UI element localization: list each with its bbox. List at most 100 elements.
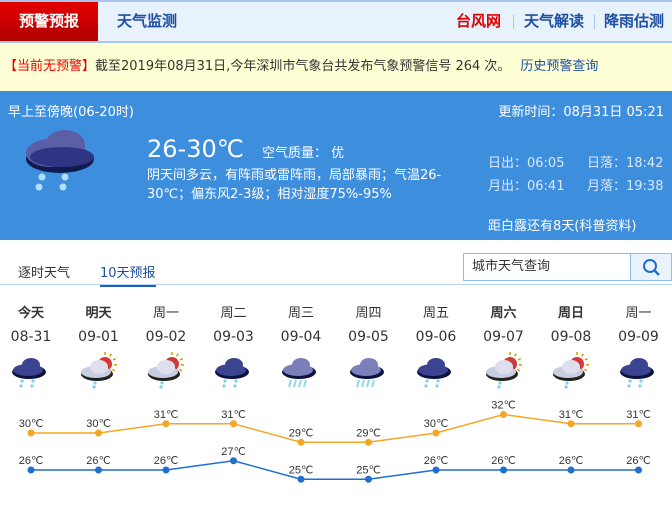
divider xyxy=(594,15,595,29)
high-temp-point xyxy=(162,420,170,428)
forecast-day: 周二 xyxy=(220,306,247,321)
sunset: 日落：18:42 xyxy=(587,156,664,171)
high-temp-point xyxy=(500,411,507,418)
low-temp-label: 26℃ xyxy=(491,455,516,467)
high-temp-label: 31℃ xyxy=(626,409,651,421)
forecast-date: 09-03 xyxy=(213,329,254,345)
high-temp-label: 29℃ xyxy=(289,427,314,439)
high-temp-label: 30℃ xyxy=(19,418,44,430)
low-temp-label: 26℃ xyxy=(86,455,111,467)
high-temp-point xyxy=(365,438,372,446)
low-temp-point xyxy=(297,475,305,483)
forecast-day: 周三 xyxy=(287,306,314,321)
low-temp-label: 27℃ xyxy=(221,446,246,458)
moonset: 月落：19:38 xyxy=(587,179,664,194)
high-temp-point xyxy=(27,429,35,437)
divider xyxy=(513,15,514,29)
low-temp-point xyxy=(432,466,440,474)
low-temp-point xyxy=(365,475,372,483)
weather-description: 阴天间多云，有阵雨或雷阵雨，局部暴雨；气温26-30℃；偏东风2-3级；相对湿度… xyxy=(147,168,442,202)
sun-cloud-rain-icon xyxy=(133,352,200,392)
low-temp-label: 25℃ xyxy=(356,464,381,476)
low-temp-label: 26℃ xyxy=(626,455,651,467)
forecast-date: 09-06 xyxy=(415,329,457,345)
tab-bar: 逐时天气 10天预报 xyxy=(0,240,672,287)
forecast-date: 09-02 xyxy=(145,329,187,345)
nav-weather-monitor[interactable]: 天气监测 xyxy=(117,12,178,30)
cloud-rain-icon xyxy=(200,352,267,392)
low-temp-label: 26℃ xyxy=(424,455,449,467)
cloud-rain-icon xyxy=(26,130,94,191)
high-temp-label: 30℃ xyxy=(424,418,449,430)
moonrise: 月出：06:41 xyxy=(488,179,565,194)
forecast-day: 今天 xyxy=(17,306,44,321)
search-button[interactable] xyxy=(631,253,672,281)
forecast-date: 08-31 xyxy=(10,329,52,345)
warning-text: 截至2019年08月31日,今年深圳市气象台共发布气象预警信号 264 次。 xyxy=(95,59,511,74)
high-temp-point xyxy=(432,429,440,437)
forecast-day: 周六 xyxy=(490,306,517,321)
low-temp-line xyxy=(31,459,639,480)
today-panel: 早上至傍晚(06-20时) 更新时间：08月31日 05:21 26-30℃ 空… xyxy=(0,91,672,240)
forecast-date: 09-01 xyxy=(78,329,119,345)
update-time: 更新时间：08月31日 05:21 xyxy=(498,105,664,120)
low-temp-point xyxy=(162,466,170,474)
high-temp-label: 31℃ xyxy=(154,409,179,421)
high-temp-label: 32℃ xyxy=(491,400,516,412)
low-temp-label: 26℃ xyxy=(559,455,584,467)
heavy-rain-icon xyxy=(268,352,335,392)
heavy-rain-icon xyxy=(335,352,402,392)
forecast-day: 周四 xyxy=(355,306,382,321)
high-temp-line xyxy=(31,413,639,443)
solar-term-link[interactable]: 距白露还有8天(科普资料) xyxy=(488,219,637,234)
forecast-day: 周五 xyxy=(422,306,449,321)
tab-10day[interactable]: 10天预报 xyxy=(100,262,156,287)
forecast-date: 09-08 xyxy=(550,329,592,345)
top-nav: 预警预报 天气监测 台风网 天气解读 降雨估测 xyxy=(0,0,672,43)
low-temp-label: 26℃ xyxy=(154,455,179,467)
forecast-date: 09-04 xyxy=(280,329,322,345)
low-temp-label: 25℃ xyxy=(289,464,314,476)
low-temp-point xyxy=(500,466,507,474)
warning-status: 【当前无预警】 xyxy=(4,59,96,74)
high-temp-label: 31℃ xyxy=(559,409,584,421)
low-temp-point xyxy=(635,466,642,474)
high-temp-point xyxy=(230,420,237,428)
forecast-day: 明天 xyxy=(85,306,112,321)
nav-weather-interpret[interactable]: 天气解读 xyxy=(524,12,585,30)
high-temp-label: 31℃ xyxy=(221,409,246,421)
temperature-chart: 30℃ 30℃ 31℃ 31℃ 29℃ 29℃ 30℃ 32℃ 31℃ 31℃ 26℃ 26℃ 26℃ 2… xyxy=(19,400,651,483)
nav-typhoon[interactable]: 台风网 xyxy=(456,12,502,30)
low-temp-label: 26℃ xyxy=(19,455,44,467)
high-temp-point xyxy=(297,438,305,446)
warning-bar: 【当前无预警】截至2019年08月31日,今年深圳市气象台共发布气象预警信号 2… xyxy=(0,43,672,91)
nav-warning-forecast[interactable]: 预警预报 xyxy=(0,2,98,41)
history-warning-link[interactable]: 历史预警查询 xyxy=(520,59,599,74)
low-temp-point xyxy=(95,466,102,474)
high-temp-label: 30℃ xyxy=(86,418,111,430)
high-temp-label: 29℃ xyxy=(356,427,381,439)
tab-hourly[interactable]: 逐时天气 xyxy=(18,266,71,281)
cloud-rain-icon xyxy=(403,352,470,392)
forecast-date: 09-07 xyxy=(483,329,524,345)
cloud-rain-icon xyxy=(0,352,65,392)
cloud-rain-icon xyxy=(605,352,672,392)
sunrise: 日出：06:05 xyxy=(488,156,565,171)
nav-rain-estimate[interactable]: 降雨估测 xyxy=(604,12,665,30)
high-temp-point xyxy=(635,420,642,428)
sun-cloud-rain-icon xyxy=(65,352,132,392)
forecast-day: 周日 xyxy=(557,306,584,321)
high-temp-point xyxy=(567,420,575,428)
high-temp-point xyxy=(95,429,102,437)
forecast-date: 09-05 xyxy=(348,329,389,345)
temp-range: 26-30℃ xyxy=(147,135,244,163)
forecast-day: 周一 xyxy=(152,306,179,321)
search-icon xyxy=(643,259,660,276)
low-temp-point xyxy=(27,466,35,474)
air-quality: 空气质量： 优 xyxy=(262,146,345,161)
sun-cloud-rain-icon xyxy=(538,352,605,392)
city-search-input[interactable]: 城市天气查询 xyxy=(463,253,631,281)
sun-cloud-rain-icon xyxy=(470,352,537,392)
low-temp-point xyxy=(230,457,237,465)
forecast-date: 09-09 xyxy=(618,329,659,345)
